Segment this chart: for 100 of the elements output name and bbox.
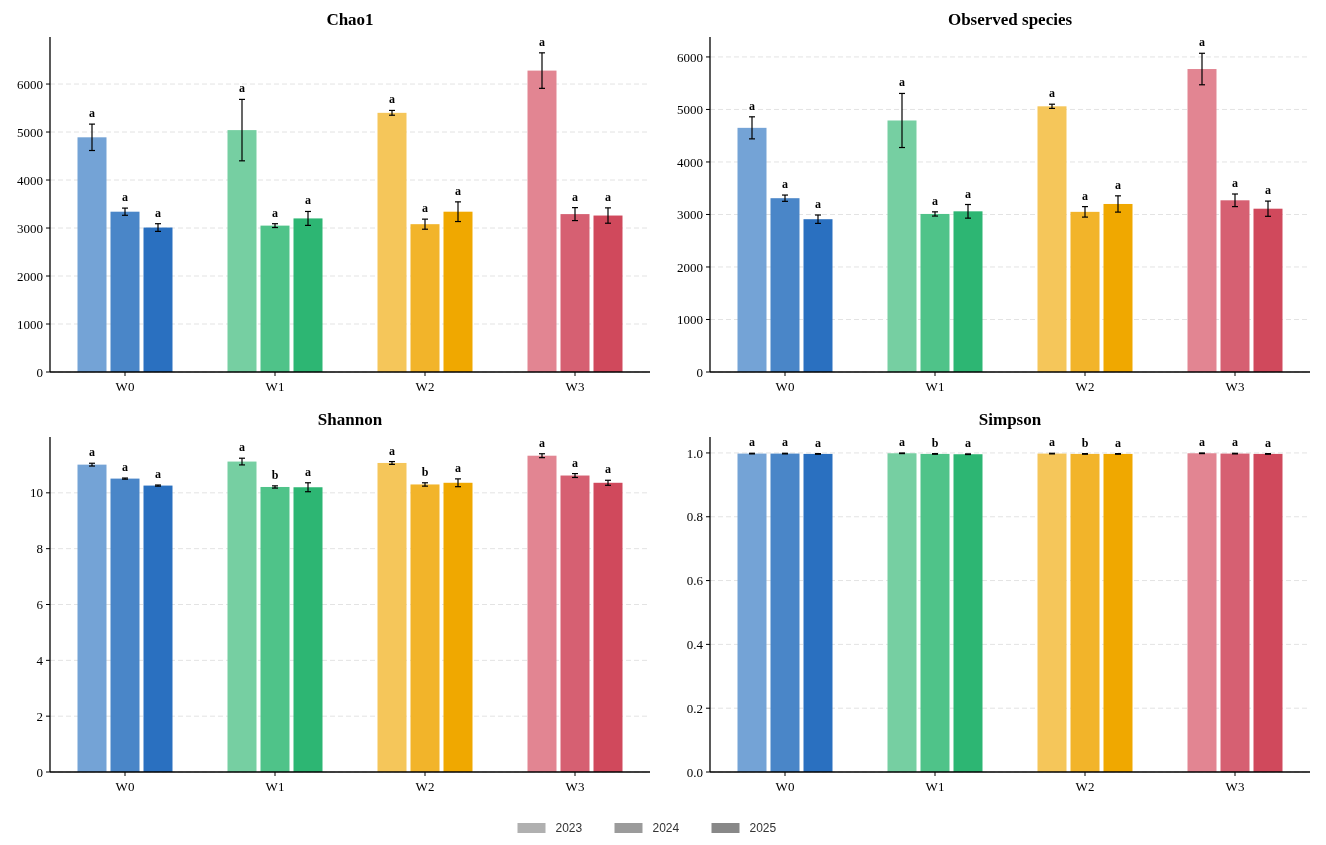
x-tick-label: W3: [1225, 779, 1245, 794]
data-label: b: [271, 467, 279, 482]
data-label: a: [122, 190, 128, 205]
bar: [77, 137, 107, 372]
data-label: a: [1265, 183, 1271, 198]
data-label: a: [422, 201, 428, 216]
bar: [560, 475, 590, 772]
y-tick-label: 0: [36, 364, 43, 380]
x-tick-label: W0: [775, 379, 795, 394]
bar: [1220, 200, 1250, 372]
y-tick-label: 6: [36, 597, 44, 613]
bar: [293, 487, 323, 772]
x-tick-label: W1: [925, 379, 945, 394]
bar: [410, 484, 440, 772]
data-label: a: [1232, 435, 1238, 450]
data-label: a: [272, 205, 278, 220]
x-tick-label: W2: [1075, 779, 1095, 794]
y-tick-label: 0.0: [686, 764, 703, 780]
y-tick-label: 4000: [17, 172, 43, 188]
data-label: a: [1265, 435, 1271, 450]
bar: [803, 219, 833, 372]
bar: [293, 218, 323, 372]
data-label: a: [455, 183, 461, 198]
data-label: a: [305, 464, 311, 479]
y-tick-label: 2000: [17, 268, 43, 284]
x-tick-label: W2: [415, 779, 435, 794]
bar: [110, 478, 140, 772]
y-tick-label: 0.4: [686, 636, 704, 652]
data-label: a: [1115, 435, 1121, 450]
bar: [143, 485, 173, 772]
y-tick-label: 10: [30, 485, 43, 501]
bar: [593, 215, 623, 372]
x-tick-label: W1: [265, 779, 285, 794]
text: 2025: [749, 821, 777, 836]
y-tick-label: 5000: [677, 102, 703, 118]
y-tick-label: 6000: [677, 49, 703, 65]
data-label: a: [1199, 35, 1205, 50]
y-tick-label: 6000: [17, 76, 43, 92]
data-label: a: [572, 189, 578, 204]
y-tick-label: 0: [696, 364, 703, 380]
bar: [227, 130, 257, 372]
data-label: a: [1049, 435, 1055, 450]
bar: [1037, 106, 1067, 372]
data-label: a: [155, 467, 161, 482]
bar: [527, 70, 557, 372]
x-tick-label: W0: [115, 779, 135, 794]
y-tick-label: 3000: [677, 207, 703, 223]
data-label: a: [239, 81, 245, 96]
bar: [443, 211, 473, 372]
data-label: a: [389, 443, 395, 458]
data-label: a: [899, 75, 905, 90]
data-label: a: [239, 440, 245, 455]
chart-title: Simpson: [978, 410, 1042, 429]
bar: [143, 227, 173, 372]
chart-title: Observed species: [947, 10, 1073, 29]
y-tick-label: 0.8: [686, 509, 703, 525]
bar: [887, 120, 917, 372]
y-tick-label: 2000: [677, 259, 703, 275]
bar: [737, 127, 767, 372]
data-label: a: [539, 34, 545, 49]
data-label: a: [122, 460, 128, 475]
x-tick-label: W3: [1225, 379, 1245, 394]
x-tick-label: W3: [565, 779, 585, 794]
data-label: a: [605, 189, 611, 204]
data-label: a: [89, 106, 95, 121]
chart-title: Chao1: [326, 10, 374, 29]
text: 2023: [555, 821, 583, 836]
y-tick-label: 0.2: [686, 700, 703, 716]
bar: [527, 455, 557, 772]
y-tick-label: 1000: [17, 316, 43, 332]
y-tick-label: 0: [36, 764, 43, 780]
data-label: a: [815, 197, 821, 211]
chart-title: Shannon: [317, 410, 383, 429]
bar: [953, 211, 983, 372]
bar: [260, 486, 290, 772]
data-label: a: [965, 186, 971, 201]
y-tick-label: 4000: [677, 154, 703, 170]
data-label: a: [305, 193, 311, 208]
bar: [410, 224, 440, 372]
data-label: a: [455, 460, 461, 475]
data-label: a: [155, 205, 161, 220]
x-tick-label: W1: [265, 379, 285, 394]
data-label: a: [899, 434, 905, 449]
bar: [260, 225, 290, 372]
bar: [593, 482, 623, 772]
bar: [77, 464, 107, 772]
y-tick-label: 4: [36, 652, 44, 668]
x-tick-label: W2: [415, 379, 435, 394]
bar: [1187, 69, 1217, 372]
data-label: a: [1049, 86, 1055, 101]
data-label: a: [1232, 176, 1238, 190]
bar: [1070, 211, 1100, 372]
data-label: a: [749, 98, 755, 113]
bar: [227, 461, 257, 772]
x-tick-label: W0: [775, 779, 795, 794]
data-label: a: [89, 445, 95, 460]
data-label: a: [965, 435, 971, 450]
data-label: a: [1082, 188, 1088, 203]
data-label: a: [389, 92, 395, 107]
bar: [377, 462, 407, 772]
